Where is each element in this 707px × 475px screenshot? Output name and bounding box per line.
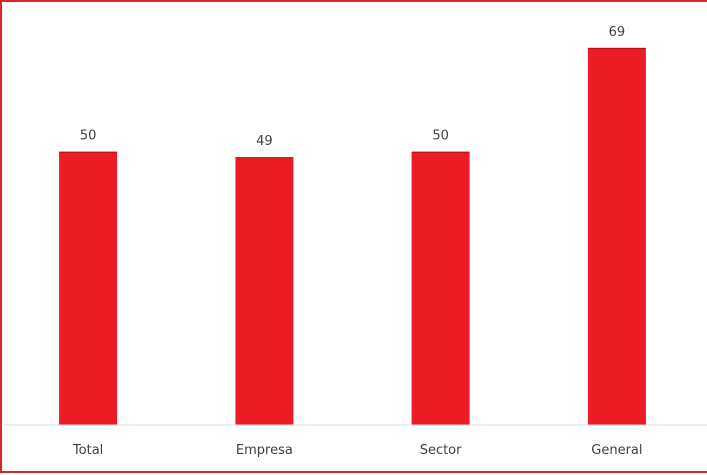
bars-layer bbox=[59, 47, 646, 426]
bar-sector bbox=[411, 151, 470, 425]
data-labels-layer: 50 49 50 69 bbox=[80, 25, 625, 149]
data-label-empresa: 49 bbox=[256, 134, 273, 149]
x-tick-label-sector: Sector bbox=[420, 443, 462, 458]
data-label-sector: 50 bbox=[432, 129, 449, 144]
x-tick-labels: Total Empresa Sector General bbox=[72, 443, 643, 458]
data-label-general: 69 bbox=[609, 25, 626, 40]
data-label-total: 50 bbox=[80, 129, 97, 144]
x-tick-label-general: General bbox=[591, 443, 642, 458]
bar-empresa bbox=[235, 157, 294, 425]
x-tick-label-empresa: Empresa bbox=[236, 443, 293, 458]
bar-general bbox=[587, 47, 646, 426]
bar-total bbox=[59, 151, 118, 425]
x-tick-label-total: Total bbox=[72, 443, 103, 458]
